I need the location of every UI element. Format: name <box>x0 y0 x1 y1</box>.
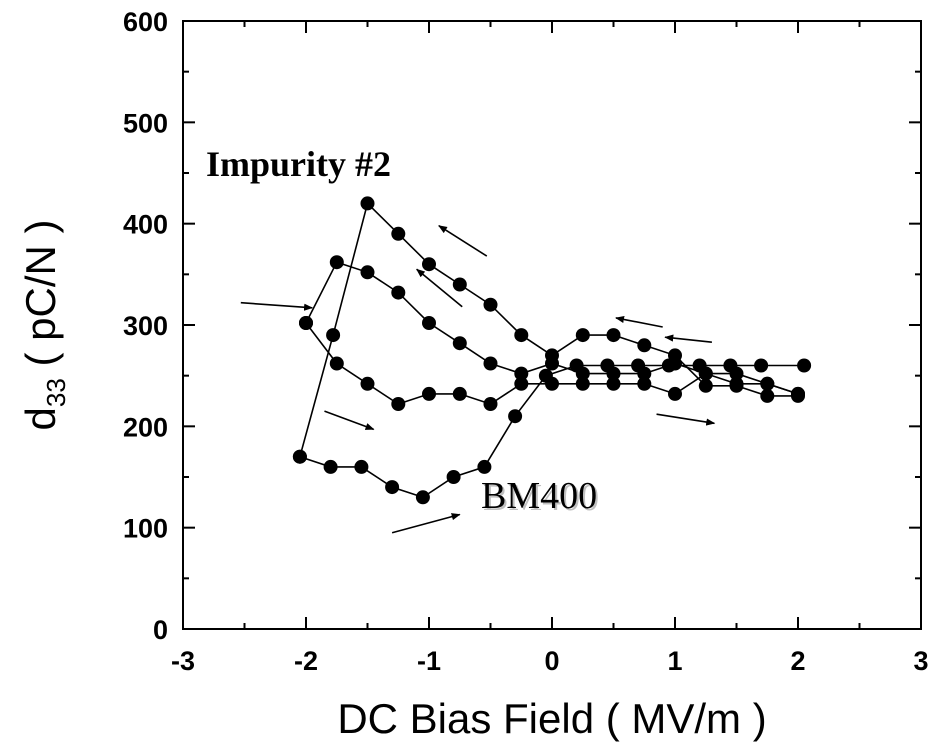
series-1-point <box>508 409 523 424</box>
series-3-point <box>483 397 498 411</box>
x-tick-label: 3 <box>913 646 928 676</box>
series-1-point <box>797 358 812 373</box>
series-1-point <box>477 459 492 474</box>
series-4-point <box>360 265 375 280</box>
series-2-point <box>360 196 375 211</box>
annotation-impurity: Impurity #2 <box>206 144 391 184</box>
series-4-point <box>329 255 344 270</box>
series-3-point <box>422 386 436 401</box>
x-tick-label: -1 <box>417 646 441 676</box>
series-3-point <box>452 386 467 401</box>
y-tick-label: 600 <box>123 7 168 37</box>
series-layer <box>292 196 812 505</box>
x-tick-label: -2 <box>294 646 318 676</box>
direction-arrow <box>416 268 463 308</box>
x-axis-title: DC Bias Field ( MV/m ) <box>337 695 766 742</box>
y-tick-label: 0 <box>153 615 168 645</box>
series-4-point <box>606 366 621 381</box>
annotation-bm400-shadow: BM400 <box>483 477 599 519</box>
series-2-point <box>422 257 436 272</box>
series-2-point <box>391 226 406 241</box>
direction-arrow <box>438 225 488 257</box>
y-axis-title-unit: ( pC/N ) <box>17 220 64 379</box>
series-4-point <box>760 376 775 391</box>
series-4-point <box>575 366 590 381</box>
series-1-point <box>415 490 430 505</box>
series-4-point <box>452 336 467 351</box>
y-tick-label: 500 <box>123 108 168 138</box>
series-3-point <box>514 376 529 391</box>
series-3-point <box>329 356 344 371</box>
series-2-point <box>606 328 621 343</box>
series-2-point <box>483 297 498 312</box>
direction-arrow <box>656 413 716 426</box>
series-4-point <box>422 316 436 330</box>
direction-arrows <box>240 225 716 534</box>
series-3-point <box>545 376 559 391</box>
direction-arrow <box>240 301 314 311</box>
series-3-point <box>575 376 590 391</box>
x-tick-label: -3 <box>171 646 195 676</box>
series-4-point <box>299 316 313 330</box>
series-1-point <box>446 470 461 484</box>
series-1-point <box>323 459 338 474</box>
direction-arrow <box>615 315 663 328</box>
series-1-point <box>754 358 769 373</box>
series-2-point <box>326 328 341 343</box>
y-tick-label: 400 <box>123 210 168 240</box>
series-3-point <box>729 366 744 381</box>
series-4-point <box>637 366 652 381</box>
tick-marks <box>182 20 922 630</box>
series-2-point <box>760 388 775 403</box>
plot-frame <box>182 20 922 630</box>
series-3-point <box>606 376 621 391</box>
y-tick-label: 300 <box>123 311 168 341</box>
x-tick-label: 1 <box>667 646 682 676</box>
series-4-point <box>483 356 498 371</box>
y-axis-title-subscript: 33 <box>41 378 71 407</box>
series-4-point <box>391 285 406 300</box>
series-3-point <box>668 386 682 401</box>
direction-arrow <box>664 334 712 344</box>
y-tick-labels: 0 100 200 300 400 500 600 <box>123 7 168 645</box>
series-3-point <box>391 397 406 411</box>
annotation-bm400: BM400 <box>481 475 597 517</box>
y-tick-label: 200 <box>123 412 168 442</box>
series-2-point <box>514 328 529 343</box>
direction-arrow <box>391 513 461 534</box>
series-1-point <box>385 480 400 495</box>
series-3-point <box>360 376 375 391</box>
series-2-point <box>292 449 307 464</box>
x-tick-labels: -3 -2 -1 0 1 2 3 <box>171 646 929 676</box>
series-4-point <box>729 376 744 391</box>
series-2-line <box>299 201 798 457</box>
series-4-point <box>545 356 559 371</box>
x-tick-label: 0 <box>544 646 559 676</box>
series-4-point <box>791 386 805 401</box>
series-2-point <box>637 338 652 353</box>
series-4-point <box>698 366 713 381</box>
series-4-point <box>668 356 682 371</box>
series-2-point <box>452 277 467 292</box>
series-2-point <box>575 328 590 343</box>
x-tick-label: 2 <box>790 646 805 676</box>
direction-arrow <box>324 410 375 431</box>
y-axis-title: d33 ( pC/N ) <box>17 220 71 431</box>
series-4-point <box>514 366 529 381</box>
series-2-point <box>698 378 713 393</box>
series-1-point <box>354 459 369 474</box>
y-axis-title-main: d <box>17 407 64 430</box>
y-tick-label: 100 <box>123 514 168 544</box>
series-3-point <box>637 376 652 391</box>
